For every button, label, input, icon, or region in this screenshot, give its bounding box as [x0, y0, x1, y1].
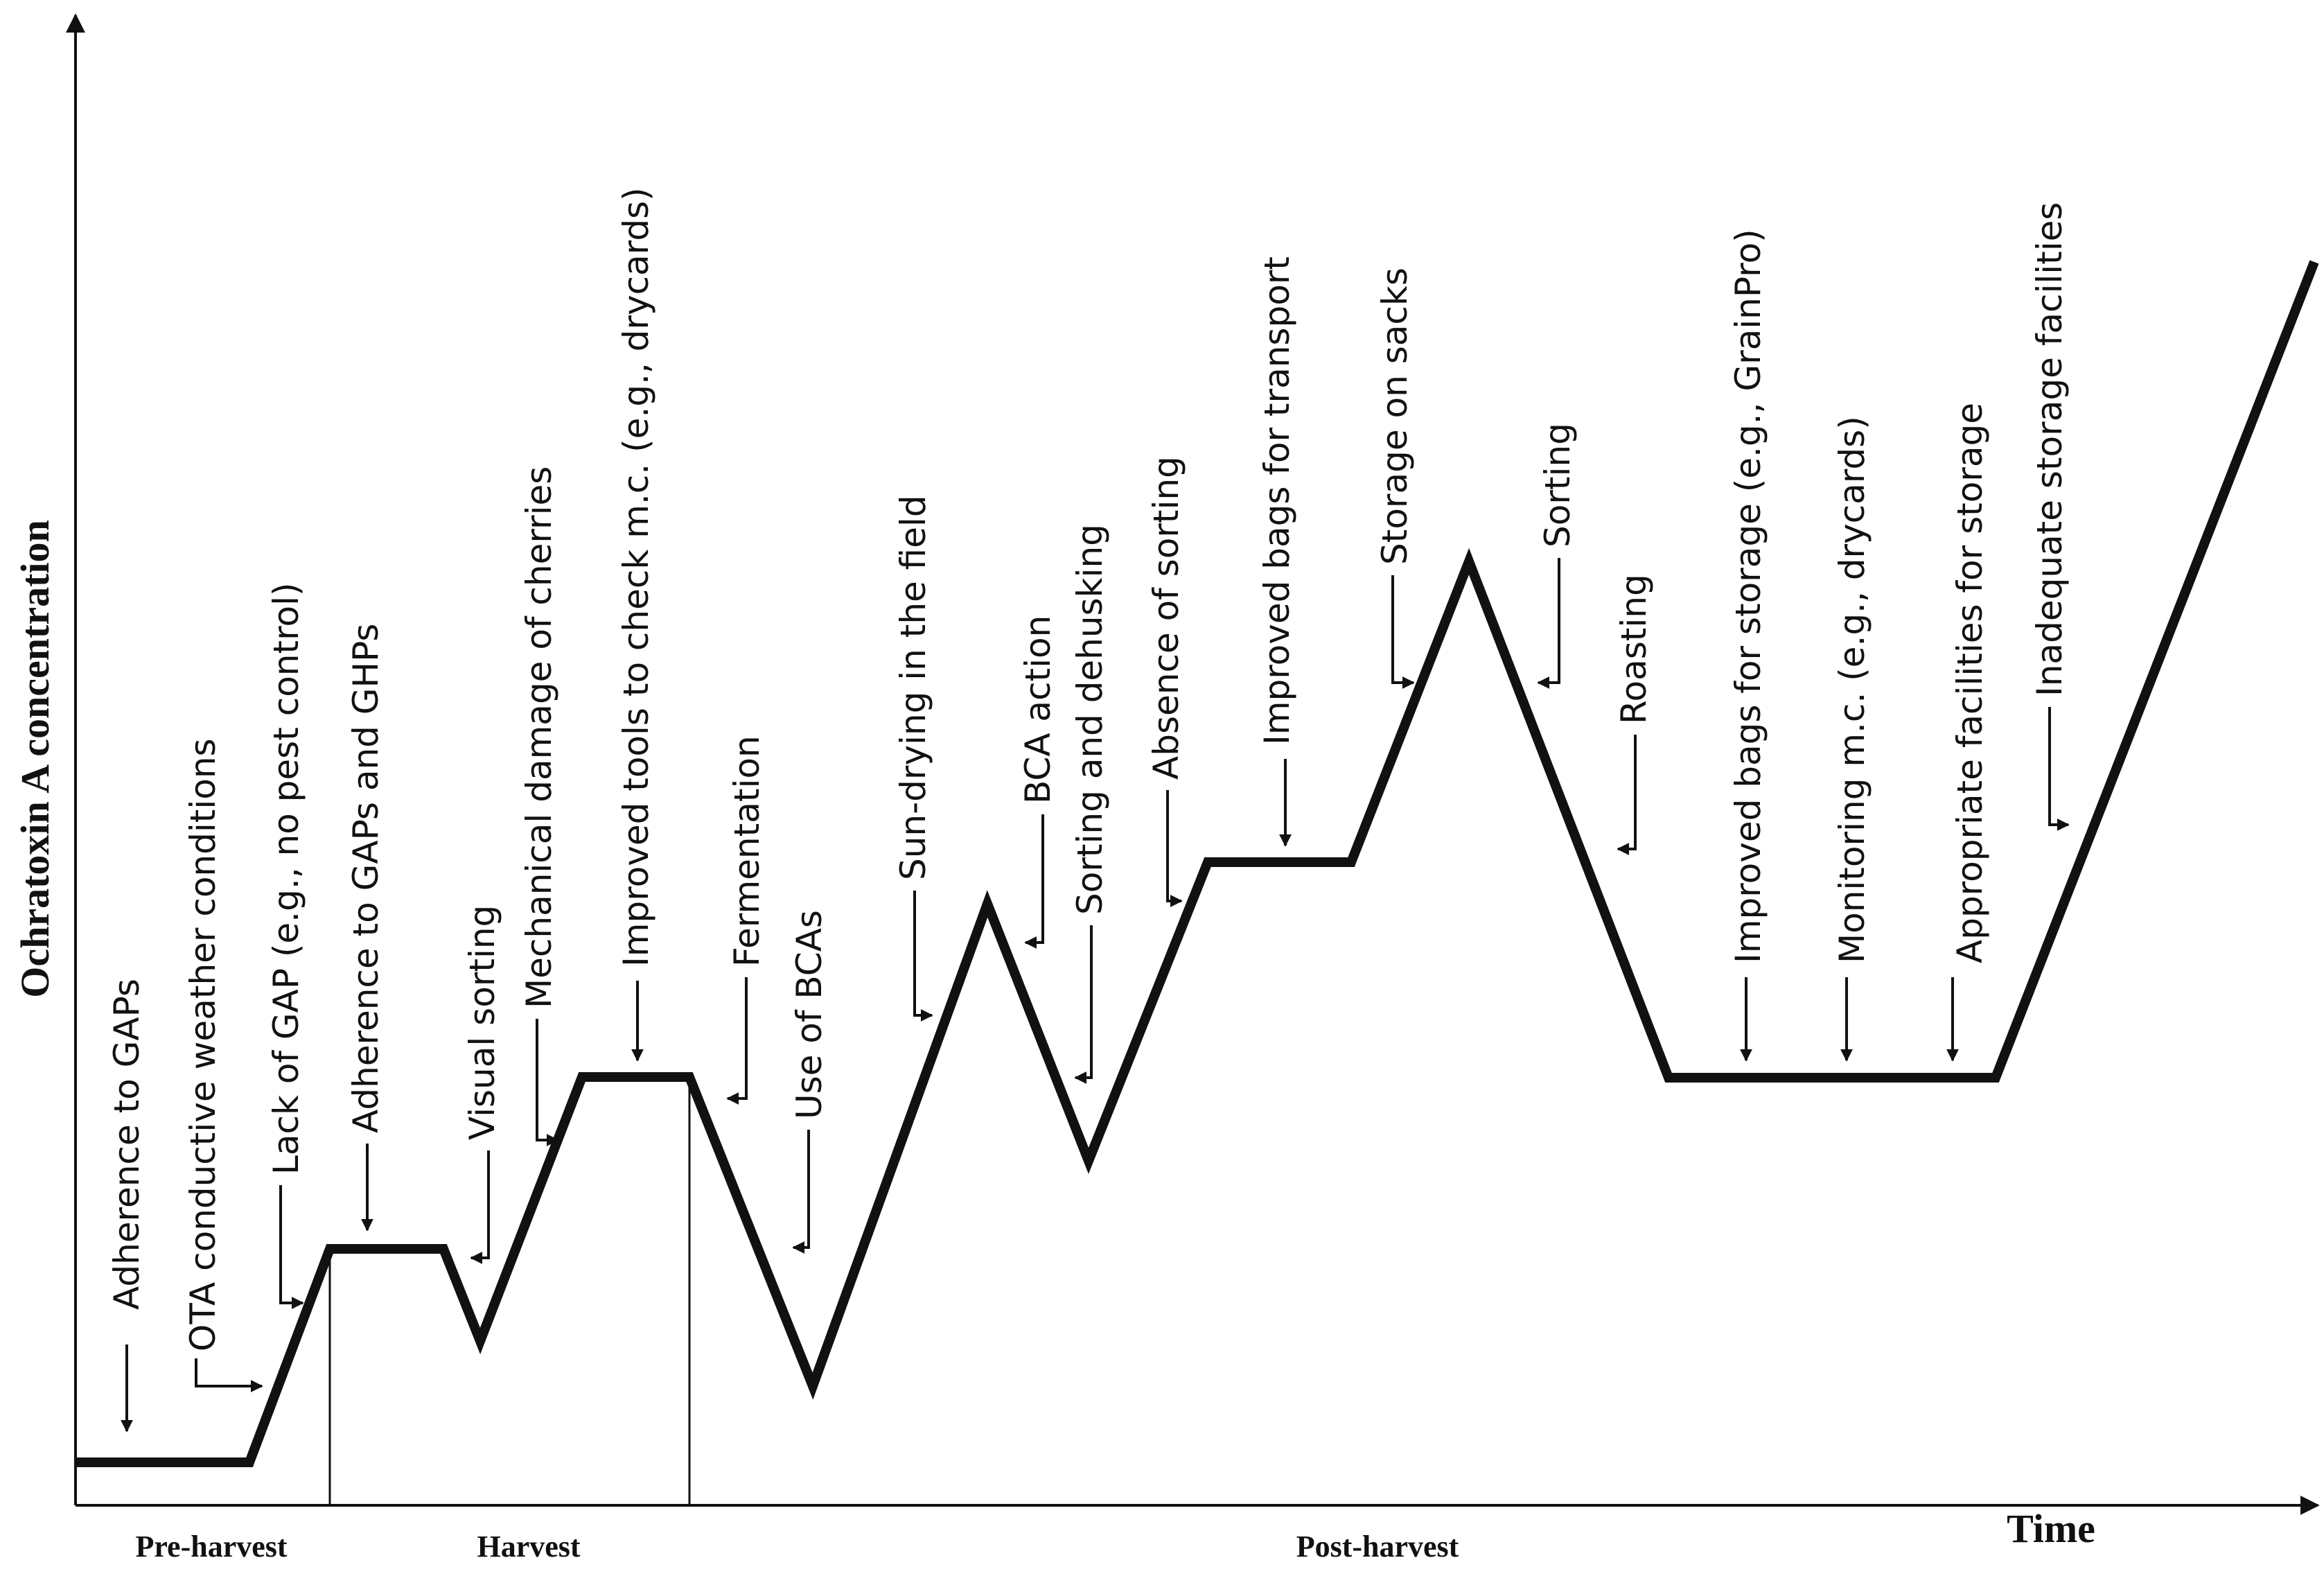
- arrow-visual-sorting: [470, 1150, 490, 1264]
- factor-use-of-bcas: Use of BCAs: [789, 910, 829, 1119]
- factor-roasting: Roasting: [1614, 574, 1654, 724]
- factor-monitoring-mc: Monitoring m.c. (e.g., drycards): [1832, 416, 1872, 963]
- stage-label-post-harvest: Post-harvest: [1296, 1530, 1459, 1564]
- arrow-use-of-bcas: [792, 1130, 810, 1254]
- factor-sorting-dehusking: Sorting and dehusking: [1070, 524, 1110, 915]
- arrow-storage-on-sacks: [1391, 575, 1415, 689]
- factor-storage-on-sacks: Storage on sacks: [1375, 268, 1415, 565]
- factor-adherence-to-gaps: Adherence to GAPs: [107, 979, 147, 1310]
- arrow-lack-of-gap: [279, 1185, 304, 1309]
- x-axis-title: Time: [2007, 1506, 2095, 1551]
- arrow-sorting-dehusking: [1074, 925, 1093, 1084]
- factor-visual-sorting: Visual sorting: [462, 905, 502, 1140]
- factor-mechanical-damage: Mechanical damage of cherries: [519, 466, 559, 1008]
- stage-label-harvest: Harvest: [477, 1530, 580, 1564]
- arrow-ota-weather: [195, 1358, 263, 1392]
- factor-improved-bags-storage: Improved bags for storage (e.g., GrainPr…: [1728, 229, 1768, 963]
- factor-sun-drying: Sun-drying in the field: [893, 495, 933, 880]
- arrow-bca-action: [1024, 814, 1044, 949]
- factor-fermentation: Fermentation: [727, 735, 767, 967]
- arrow-mechanical-damage: [536, 1019, 559, 1146]
- factor-improved-bags-transport: Improved bags for transport: [1257, 256, 1297, 745]
- ota-concentration-curve: [76, 260, 2319, 1467]
- factor-ota-weather: OTA conductive weather conditions: [183, 738, 223, 1351]
- arrow-sorting: [1537, 558, 1560, 689]
- factor-inadequate-storage: Inadequate storage facilities: [2030, 202, 2070, 697]
- arrow-sun-drying: [913, 891, 933, 1022]
- y-axis-title: Ochratoxin A concentration: [12, 520, 58, 998]
- factor-sorting: Sorting: [1538, 423, 1578, 548]
- factor-appropriate-facilities: Appropriate facilities for storage: [1950, 403, 1990, 963]
- factor-improved-tools-mc: Improved tools to check m.c. (e.g., dryc…: [616, 187, 656, 967]
- arrow-fermentation: [726, 977, 748, 1105]
- arrow-inadequate-storage: [2048, 707, 2070, 831]
- factor-lack-of-gap: Lack of GAP (e.g., no pest control): [266, 582, 306, 1175]
- factor-adherence-gaps-ghps: Adherence to GAPs and GHPs: [346, 624, 386, 1133]
- factor-bca-action: BCA action: [1018, 615, 1058, 804]
- arrow-roasting: [1617, 735, 1637, 855]
- arrow-absence-of-sorting: [1166, 790, 1183, 907]
- stage-label-pre-harvest: Pre-harvest: [135, 1530, 287, 1564]
- factor-absence-of-sorting: Absence of sorting: [1146, 456, 1186, 780]
